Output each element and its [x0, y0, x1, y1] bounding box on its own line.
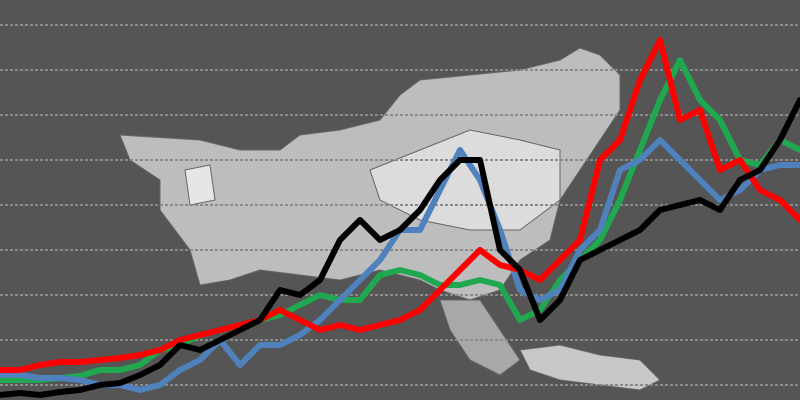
map-region — [184, 164, 216, 206]
series-line — [0, 97, 800, 398]
map-region — [439, 299, 521, 376]
grid — [0, 24, 800, 386]
plot-area — [0, 37, 800, 398]
series-line — [0, 37, 800, 373]
series-line — [0, 57, 800, 383]
